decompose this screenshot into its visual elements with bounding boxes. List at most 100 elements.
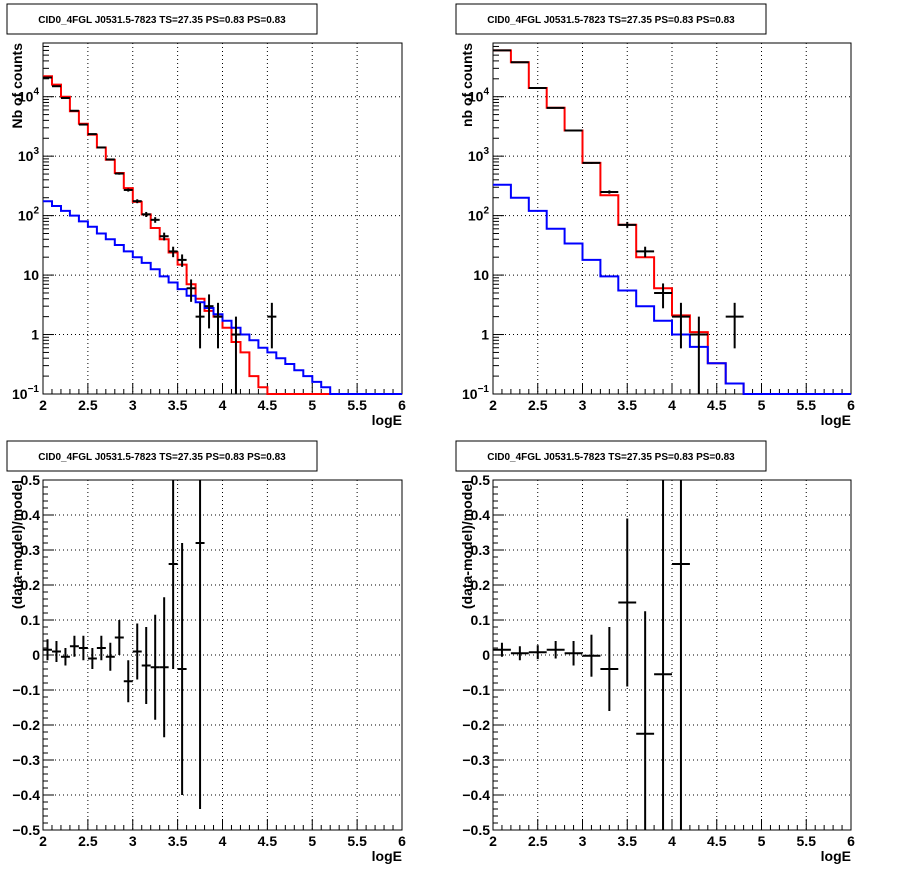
x-ticks — [42, 819, 403, 830]
data-points — [493, 480, 690, 830]
y-tick-base: 10 — [18, 148, 34, 164]
y-tick-label: 0.2 — [21, 577, 41, 593]
x-tick-label: 2 — [39, 833, 47, 849]
y-tick-label: 1 — [481, 327, 489, 343]
panel-1: CID0_4FGL J0531.5-7823 TS=27.35 PS=0.83 … — [6, 3, 406, 428]
grid — [43, 43, 402, 394]
x-ticks — [42, 383, 403, 394]
y-tick-label: 0.1 — [471, 612, 491, 628]
y-tick-base: 10 — [468, 148, 484, 164]
y-tick-label: 102 — [468, 206, 490, 224]
panel-3: CID0_4FGL J0531.5-7823 TS=27.35 PS=0.83 … — [6, 440, 406, 864]
y-axis-label: (data-model)/model — [459, 480, 475, 609]
x-tick-label: 3.5 — [618, 397, 638, 413]
x-axis-label: logE — [372, 412, 402, 428]
x-tick-label: 6 — [847, 833, 855, 849]
y-tick-exponent: −1 — [478, 384, 490, 395]
x-tick-label: 4 — [219, 397, 227, 413]
data-points — [43, 480, 205, 809]
y-ticks — [43, 42, 54, 395]
panel-2: CID0_4FGL J0531.5-7823 TS=27.35 PS=0.83 … — [455, 3, 855, 428]
x-tick-label: 5.5 — [797, 833, 817, 849]
x-axis-label: logE — [821, 848, 851, 864]
y-tick-label: −0.3 — [12, 752, 40, 768]
title-box — [6, 3, 318, 35]
x-tick-label: 5 — [758, 397, 766, 413]
y-ticks — [43, 479, 54, 831]
y-tick-label: 10 — [23, 267, 39, 283]
x-ticks — [492, 383, 852, 394]
chart-title: CID0_4FGL J0531.5-7823 TS=27.35 PS=0.83 … — [38, 452, 286, 463]
y-tick-label: 10−1 — [12, 384, 39, 402]
y-ticks — [493, 479, 504, 831]
grid — [43, 480, 402, 830]
x-tick-label: 5.5 — [347, 833, 367, 849]
y-tick-label: 1 — [31, 327, 39, 343]
y-tick-label: 103 — [18, 146, 40, 164]
y-tick-exponent: 3 — [33, 146, 39, 157]
y-tick-exponent: −1 — [28, 384, 40, 395]
x-tick-label: 2.5 — [78, 397, 98, 413]
series-model_source — [43, 200, 402, 395]
x-tick-label: 5.5 — [797, 397, 817, 413]
y-tick-label: 0.5 — [21, 472, 41, 488]
x-tick-label: 6 — [847, 397, 855, 413]
y-tick-base: 10 — [18, 208, 34, 224]
y-tick-base: 10 — [462, 386, 478, 402]
y-tick-exponent: 3 — [483, 146, 489, 157]
x-ticks — [492, 819, 852, 830]
x-tick-label: 4 — [668, 397, 676, 413]
y-tick-label: 104 — [18, 87, 40, 105]
chart-title: CID0_4FGL J0531.5-7823 TS=27.35 PS=0.83 … — [487, 452, 735, 463]
y-tick-label: 0.5 — [471, 472, 491, 488]
y-tick-label: 0.3 — [21, 542, 41, 558]
grid — [493, 480, 851, 830]
y-axis-label: Nb of counts — [9, 43, 25, 129]
y-tick-label: −0.1 — [462, 682, 490, 698]
x-tick-label: 5 — [758, 833, 766, 849]
y-tick-label: 0.4 — [471, 507, 491, 523]
y-axis-label: nb of counts — [459, 43, 475, 127]
y-tick-label: 103 — [468, 146, 490, 164]
x-axis-label: logE — [372, 848, 402, 864]
y-tick-exponent: 4 — [33, 87, 39, 98]
y-tick-label: −0.2 — [462, 717, 490, 733]
y-tick-exponent: 2 — [33, 206, 39, 217]
x-tick-label: 4.5 — [258, 833, 278, 849]
title-box — [455, 3, 767, 35]
data-points — [493, 49, 744, 394]
y-tick-base: 10 — [18, 89, 34, 105]
data-points — [43, 76, 277, 394]
y-ticks — [493, 42, 504, 395]
x-tick-label: 5 — [308, 397, 316, 413]
x-tick-label: 4.5 — [707, 397, 727, 413]
y-tick-label: 10−1 — [462, 384, 489, 402]
x-tick-label: 4 — [219, 833, 227, 849]
x-tick-label: 4.5 — [258, 397, 278, 413]
x-tick-label: 5 — [308, 833, 316, 849]
x-tick-label: 5.5 — [347, 397, 367, 413]
y-tick-label: 0.2 — [471, 577, 491, 593]
x-tick-label: 3 — [579, 833, 587, 849]
y-tick-label: −0.4 — [12, 787, 40, 803]
title-box — [455, 440, 767, 472]
y-tick-label: 0 — [32, 647, 40, 663]
x-tick-label: 6 — [398, 397, 406, 413]
x-tick-label: 3.5 — [168, 833, 188, 849]
x-tick-label: 4 — [668, 833, 676, 849]
x-tick-label: 3.5 — [168, 397, 188, 413]
y-axis-label: (data-model)/model — [9, 480, 25, 609]
y-tick-label: −0.2 — [12, 717, 40, 733]
chart-title: CID0_4FGL J0531.5-7823 TS=27.35 PS=0.83 … — [487, 15, 735, 26]
series-model_source — [493, 183, 851, 395]
y-tick-exponent: 4 — [483, 87, 489, 98]
y-tick-base: 10 — [12, 386, 28, 402]
chart-title: CID0_4FGL J0531.5-7823 TS=27.35 PS=0.83 … — [38, 15, 286, 26]
x-tick-label: 3 — [129, 833, 137, 849]
y-tick-label: −0.5 — [462, 822, 490, 838]
x-tick-label: 2 — [489, 397, 497, 413]
x-axis-label: logE — [821, 412, 851, 428]
y-tick-label: −0.4 — [462, 787, 490, 803]
y-tick-label: 0.1 — [21, 612, 41, 628]
y-tick-label: −0.5 — [12, 822, 40, 838]
